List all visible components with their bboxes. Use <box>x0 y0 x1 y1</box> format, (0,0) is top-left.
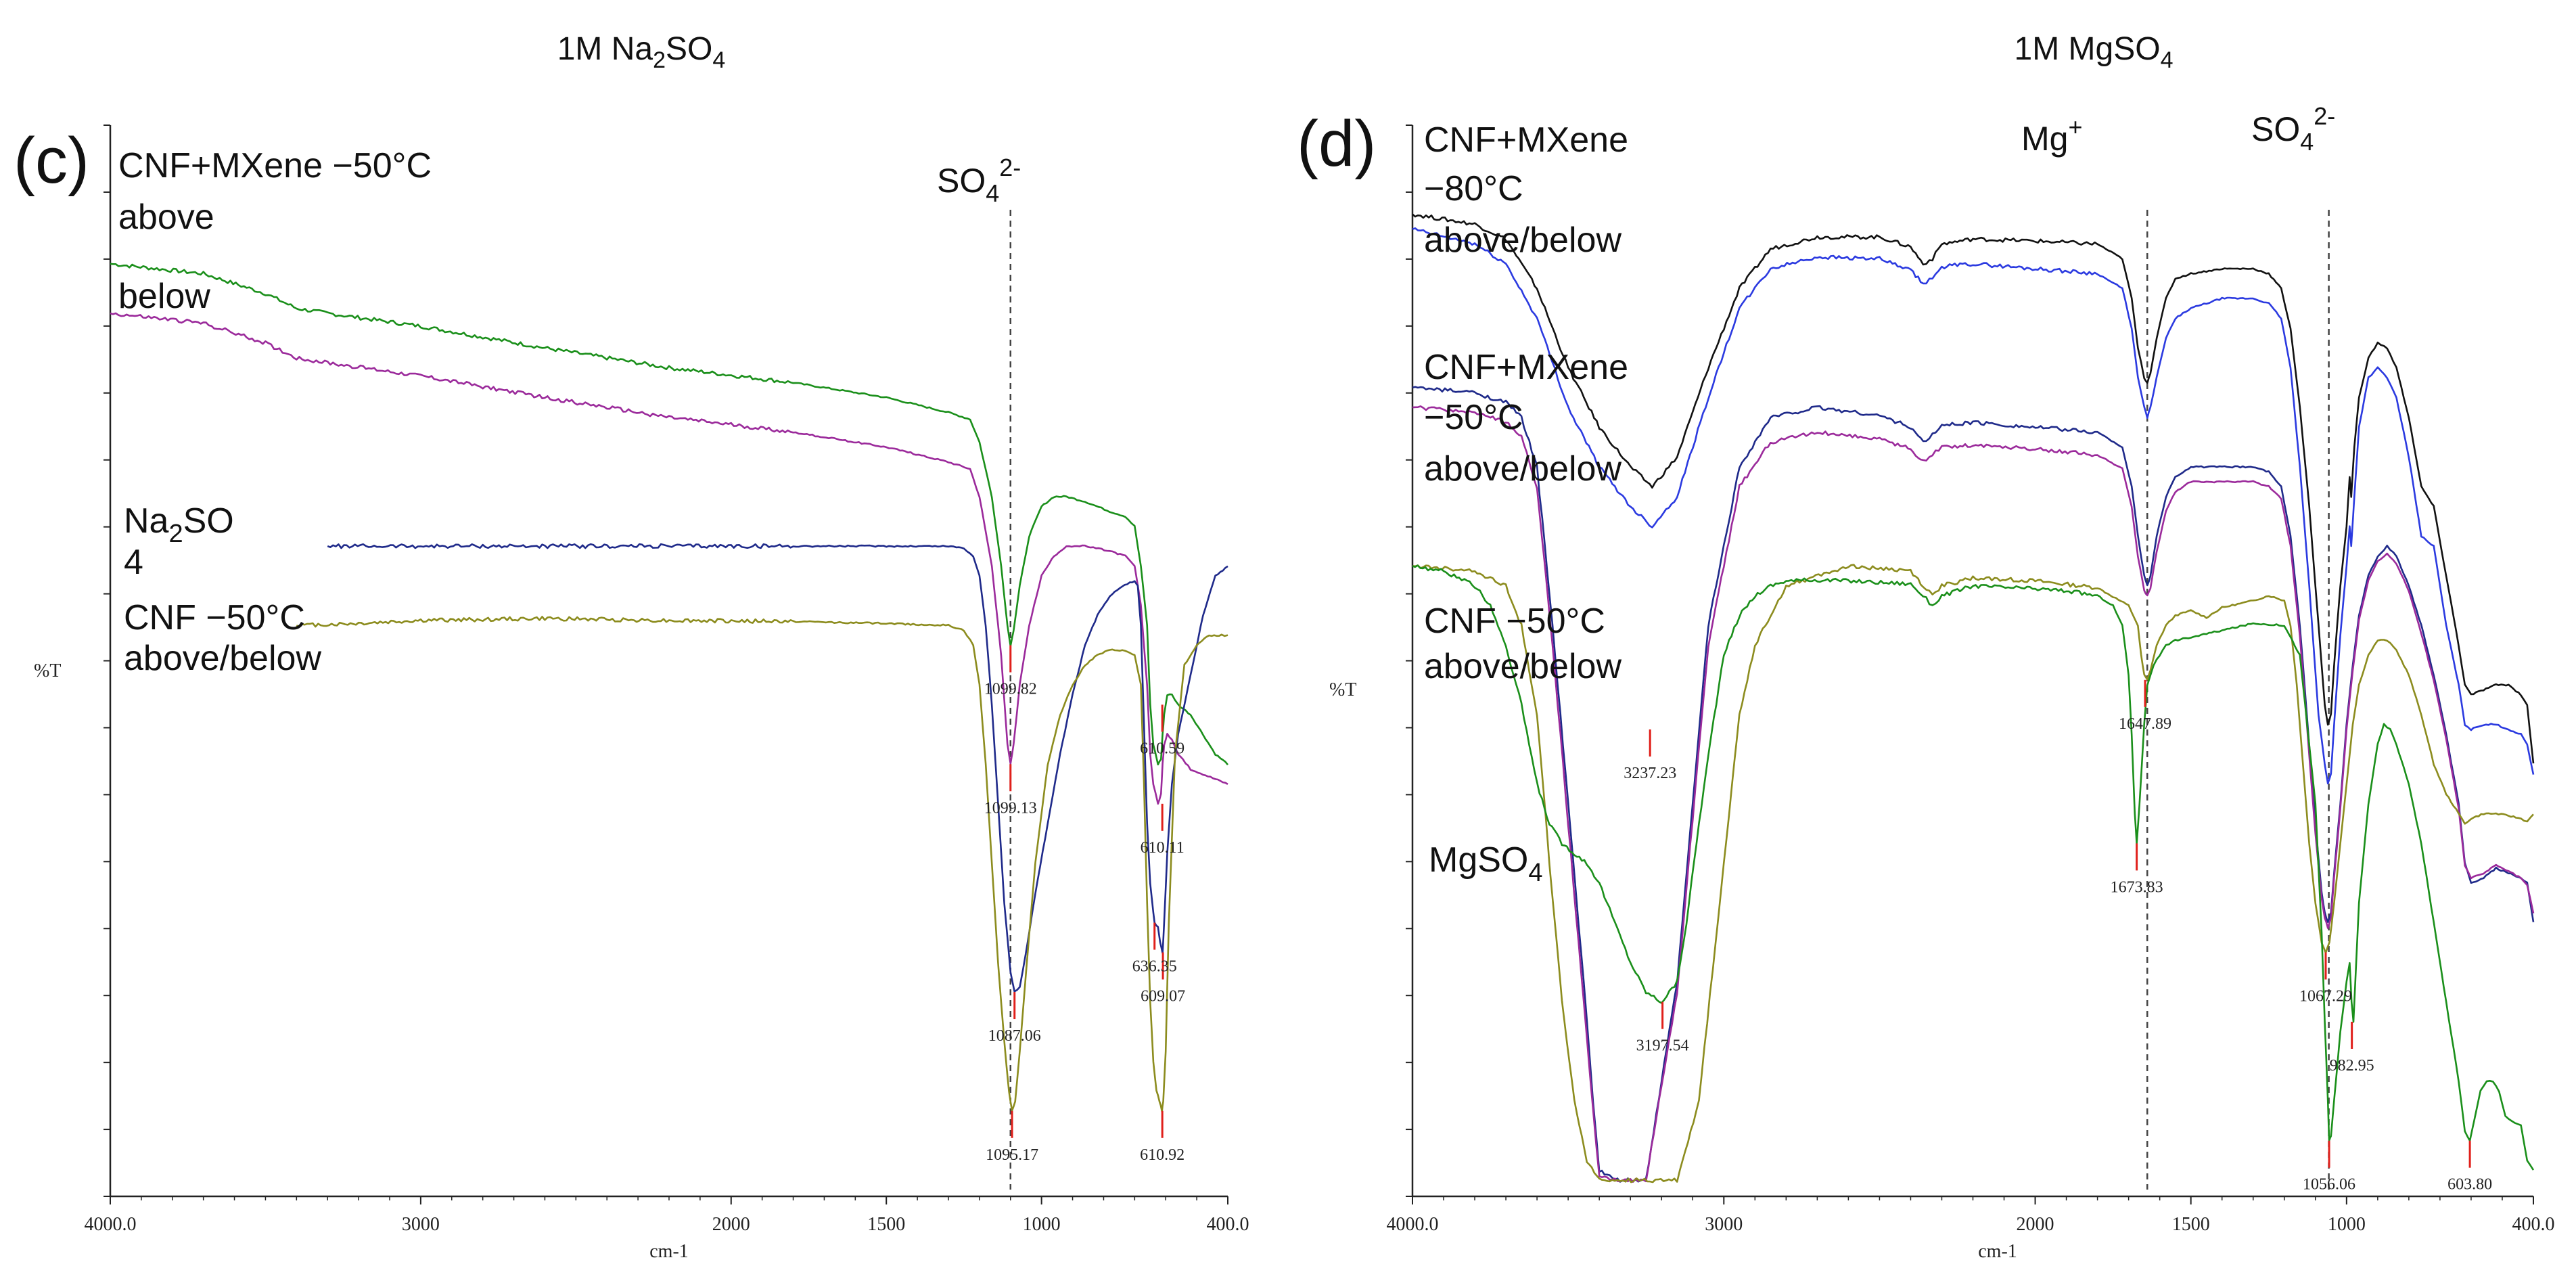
peak-label: 1099.13 <box>984 799 1037 817</box>
series-label: CNF −50°C <box>1424 602 1605 641</box>
peak-label: 610.92 <box>1140 1146 1184 1164</box>
series-label: CNF+MXene <box>1424 120 1628 160</box>
x-tick-label: 3000 <box>1705 1214 1743 1235</box>
peak-label: 1087.06 <box>988 1027 1041 1045</box>
x-tick-label: 1000 <box>1023 1214 1061 1235</box>
peak-label: 636.35 <box>1132 958 1177 976</box>
reference-line-label: SO42- <box>937 154 1021 207</box>
reference-line-label: Mg+ <box>2021 113 2083 158</box>
panel-label: (c) <box>14 125 89 197</box>
peak-label: 610.59 <box>1140 740 1184 757</box>
reference-line-label: SO42- <box>2251 102 2335 156</box>
series-label: −50°C <box>1424 398 1523 437</box>
panel-c-title: 1M Na2SO4 <box>557 31 726 73</box>
y-axis-label: %T <box>34 660 61 681</box>
series-line <box>327 543 1228 993</box>
series-label: −80°C <box>1424 169 1523 208</box>
peak-label: 3237.23 <box>1624 765 1676 782</box>
x-tick-label: 400.0 <box>2512 1214 2555 1235</box>
x-tick-label: 1500 <box>2172 1214 2210 1235</box>
series-label: below <box>118 277 210 316</box>
x-tick-label: 2000 <box>2017 1214 2054 1235</box>
series-line <box>1412 405 2535 1183</box>
series-line <box>1412 564 2535 1171</box>
series-label: 4 <box>124 543 143 582</box>
series-label: CNF −50°C <box>124 598 305 637</box>
series-label: CNF+MXene <box>1424 348 1628 387</box>
series-label: CNF+MXene −50°C <box>118 146 432 185</box>
panel-c-chart: 4000.0 3000 2000 1500 1000 400.0 %T cm-1 (c) SO42… <box>14 125 1249 1262</box>
peak-label: 982.95 <box>2330 1057 2374 1075</box>
series-line <box>110 263 1229 766</box>
panel-d-title: 1M MgSO4 <box>2015 31 2174 73</box>
peak-label: 1095.17 <box>986 1146 1038 1164</box>
panel-label: (d) <box>1297 108 1376 180</box>
x-tick-label: 400.0 <box>1207 1214 1249 1235</box>
series-line <box>1412 564 2534 1183</box>
peak-label: 3197.54 <box>1636 1037 1689 1055</box>
series-line <box>1412 227 2535 785</box>
peak-label: 1647.89 <box>2119 715 2171 733</box>
series-line <box>110 312 1228 805</box>
series-line <box>296 616 1228 1112</box>
series-label: Na2SO <box>124 501 234 548</box>
series-label: above <box>118 198 214 237</box>
peak-label: 609.07 <box>1141 987 1185 1005</box>
x-tick-label: 4000.0 <box>85 1214 137 1235</box>
x-tick-label: 1000 <box>2328 1214 2366 1235</box>
x-tick-label: 2000 <box>712 1214 750 1235</box>
series-label: above/below <box>124 639 321 678</box>
x-tick-label: 4000.0 <box>1387 1214 1439 1235</box>
peak-label: 610.11 <box>1141 839 1184 857</box>
x-tick-label: 3000 <box>402 1214 440 1235</box>
series-label: above/below <box>1424 647 1622 686</box>
x-axis-label: cm-1 <box>1978 1241 2017 1262</box>
peak-label: 1673.83 <box>2111 878 2163 896</box>
series-line <box>1412 213 2535 764</box>
series-label: above/below <box>1424 449 1622 489</box>
series-label: above/below <box>1424 221 1622 260</box>
panel-d-chart: 4000.0 3000 2000 1500 1000 400.0 %T cm-1 (d) Mg+ S… <box>1297 102 2555 1262</box>
peak-label: 603.80 <box>2447 1176 2492 1194</box>
x-tick-label: 1500 <box>867 1214 905 1235</box>
peak-label: 1099.82 <box>984 681 1037 698</box>
peak-label: 1067.29 <box>2299 987 2352 1005</box>
peak-label: 1056.06 <box>2303 1176 2355 1194</box>
y-axis-label: %T <box>1329 679 1356 700</box>
series-label: MgSO4 <box>1429 840 1543 887</box>
x-axis-label: cm-1 <box>649 1241 689 1262</box>
